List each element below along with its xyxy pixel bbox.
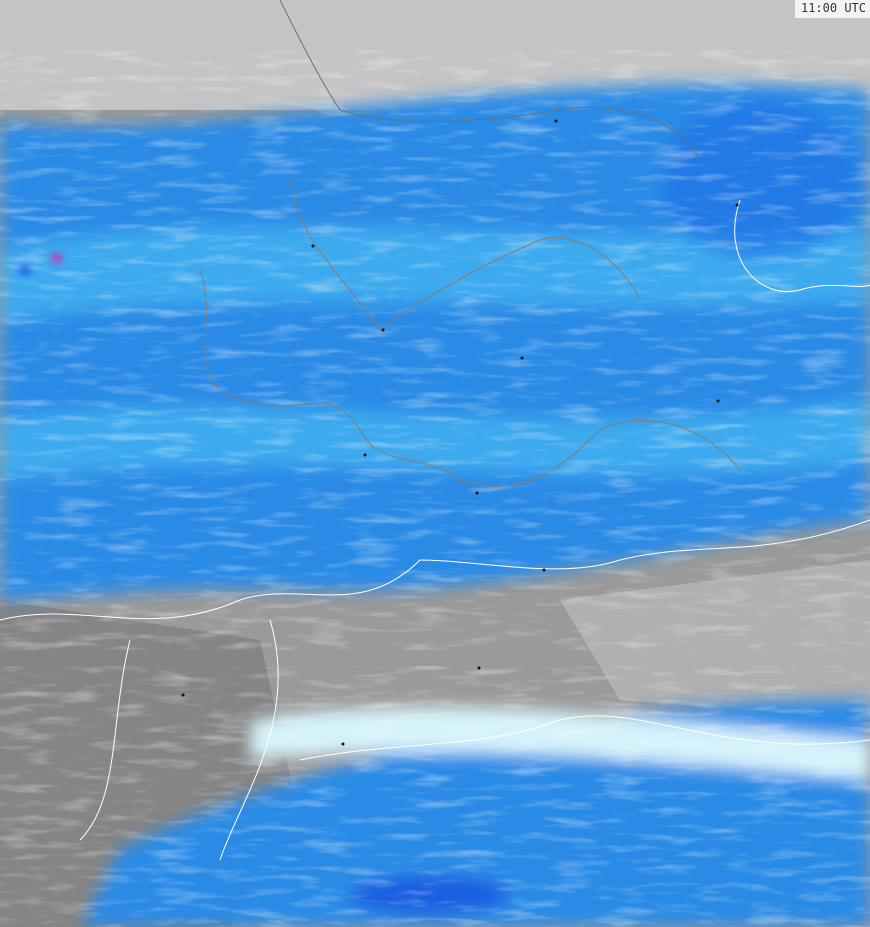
city-markers bbox=[181, 119, 739, 746]
intense-cells bbox=[19, 253, 62, 276]
timestamp-label: 11:00 UTC bbox=[794, 0, 870, 18]
country-borders bbox=[0, 0, 870, 861]
precipitation-texture bbox=[0, 100, 870, 927]
